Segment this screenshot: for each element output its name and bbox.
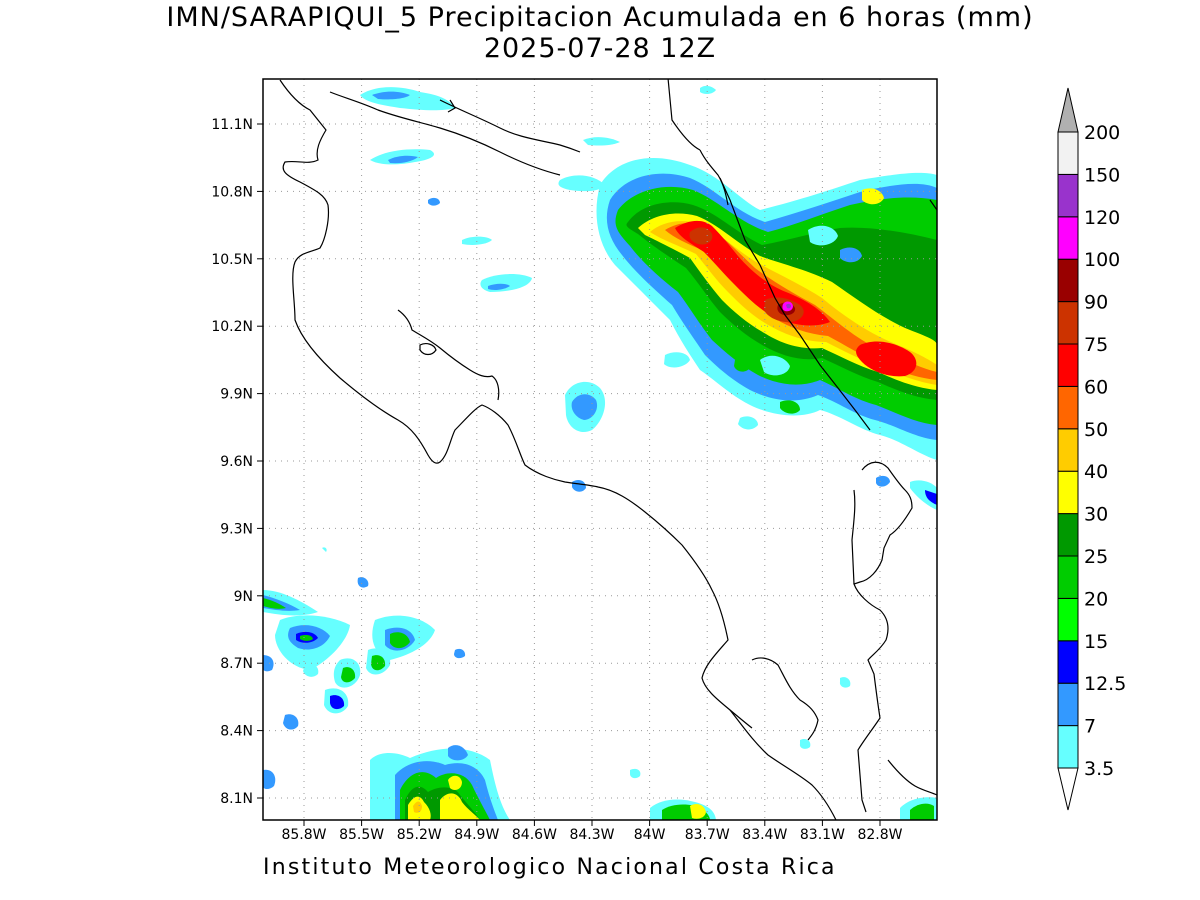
lon-tick-label: 85.8W	[281, 827, 326, 843]
colorbar-level-label: 150	[1084, 164, 1120, 186]
colorbar-swatch	[1057, 513, 1079, 557]
lat-tick-label: 9.6N	[220, 454, 253, 470]
colorbar-swatch	[1057, 428, 1079, 472]
colorbar-swatch	[1057, 597, 1079, 642]
lon-tick-label: 85.2W	[397, 827, 442, 843]
colorbar-level-label: 75	[1084, 334, 1108, 356]
colorbar-level-label: 100	[1084, 249, 1120, 271]
precipitation-field	[263, 85, 937, 820]
lat-tick-label: 10.8N	[211, 184, 253, 200]
lon-tick-label: 85.5W	[339, 827, 384, 843]
lon-tick-label: 83.1W	[800, 827, 845, 843]
colorbar-level-label: 20	[1084, 588, 1108, 610]
colorbar-level-label: 50	[1084, 419, 1108, 441]
lat-tick-label: 9.9N	[220, 387, 253, 403]
north-scattered-rain	[360, 85, 937, 510]
plot-frame	[262, 78, 938, 821]
colorbar-swatch	[1057, 725, 1079, 769]
colorbar-swatch	[1057, 640, 1079, 684]
south-rain	[370, 677, 937, 820]
colorbar-level-label: 60	[1084, 376, 1108, 398]
map-title: IMN/SARAPIQUI_5 Precipitacion Acumulada …	[166, 2, 1034, 33]
colorbar-over-triangle	[1057, 87, 1079, 133]
colorbar-swatch	[1057, 555, 1079, 599]
colorbar-level-label: 200	[1084, 122, 1120, 144]
lon-tick-label: 84.3W	[569, 827, 614, 843]
colorbar-level-label: 3.5	[1084, 758, 1114, 780]
colorbar-level-label: 12.5	[1084, 673, 1126, 695]
lon-tick-label: 84.9W	[454, 827, 499, 843]
lat-tick-label: 8.7N	[220, 656, 253, 672]
colorbar-under-triangle	[1057, 767, 1079, 811]
map-date: 2025-07-28 12Z	[483, 33, 717, 64]
colorbar-swatch	[1057, 682, 1079, 727]
lon-tick-label: 83.7W	[685, 827, 730, 843]
institution-credit: Instituto Meteorologico Nacional Costa R…	[263, 855, 837, 880]
southwest-rain	[263, 547, 466, 789]
colorbar-swatch	[1057, 385, 1079, 430]
lat-tick-label: 11.1N	[211, 117, 253, 133]
colorbar-level-label: 30	[1084, 504, 1108, 526]
lon-tick-label: 82.8W	[857, 827, 902, 843]
colorbar-level-label: 120	[1084, 207, 1120, 229]
colorbar-swatch	[1057, 216, 1079, 260]
colorbar-level-label: 40	[1084, 461, 1108, 483]
colorbar-swatch	[1057, 131, 1079, 175]
lat-tick-label: 8.1N	[220, 791, 253, 807]
colorbar-swatch	[1057, 301, 1079, 345]
colorbar-level-label: 7	[1084, 716, 1096, 738]
coastlines	[279, 79, 937, 820]
northeast-rain-band	[596, 157, 937, 460]
lat-tick-label: 8.4N	[220, 724, 253, 740]
lat-tick-label: 10.2N	[211, 319, 253, 335]
map-gridlines	[263, 79, 937, 820]
colorbar-swatch	[1057, 343, 1079, 387]
lon-tick-label: 84.6W	[512, 827, 557, 843]
lat-tick-label: 9.3N	[220, 521, 253, 537]
colorbar-swatch	[1057, 173, 1079, 218]
colorbar-swatch	[1057, 470, 1079, 515]
colorbar-level-label: 25	[1084, 546, 1108, 568]
lon-tick-label: 83.4W	[742, 827, 787, 843]
longitude-axis: 85.8W 85.5W 85.2W 84.9W 84.6W 84.3W 84W 83.7W 83…	[281, 820, 903, 843]
lon-tick-label: 84W	[634, 827, 666, 843]
colorbar-level-label: 90	[1084, 292, 1108, 314]
colorbar-swatch	[1057, 258, 1079, 303]
colorbar-legend: 3.5 7 12.5 15 20 25 30 40 50 60 75 90 100 120 150 200	[1057, 87, 1126, 811]
lat-tick-label: 9N	[234, 589, 253, 605]
colorbar-level-label: 15	[1084, 631, 1108, 653]
latitude-axis: 11.1N 10.8N 10.5N 10.2N 9.9N 9.6N 9.3N 9N 8.7N 8.…	[211, 117, 263, 807]
lat-tick-label: 10.5N	[211, 252, 253, 268]
